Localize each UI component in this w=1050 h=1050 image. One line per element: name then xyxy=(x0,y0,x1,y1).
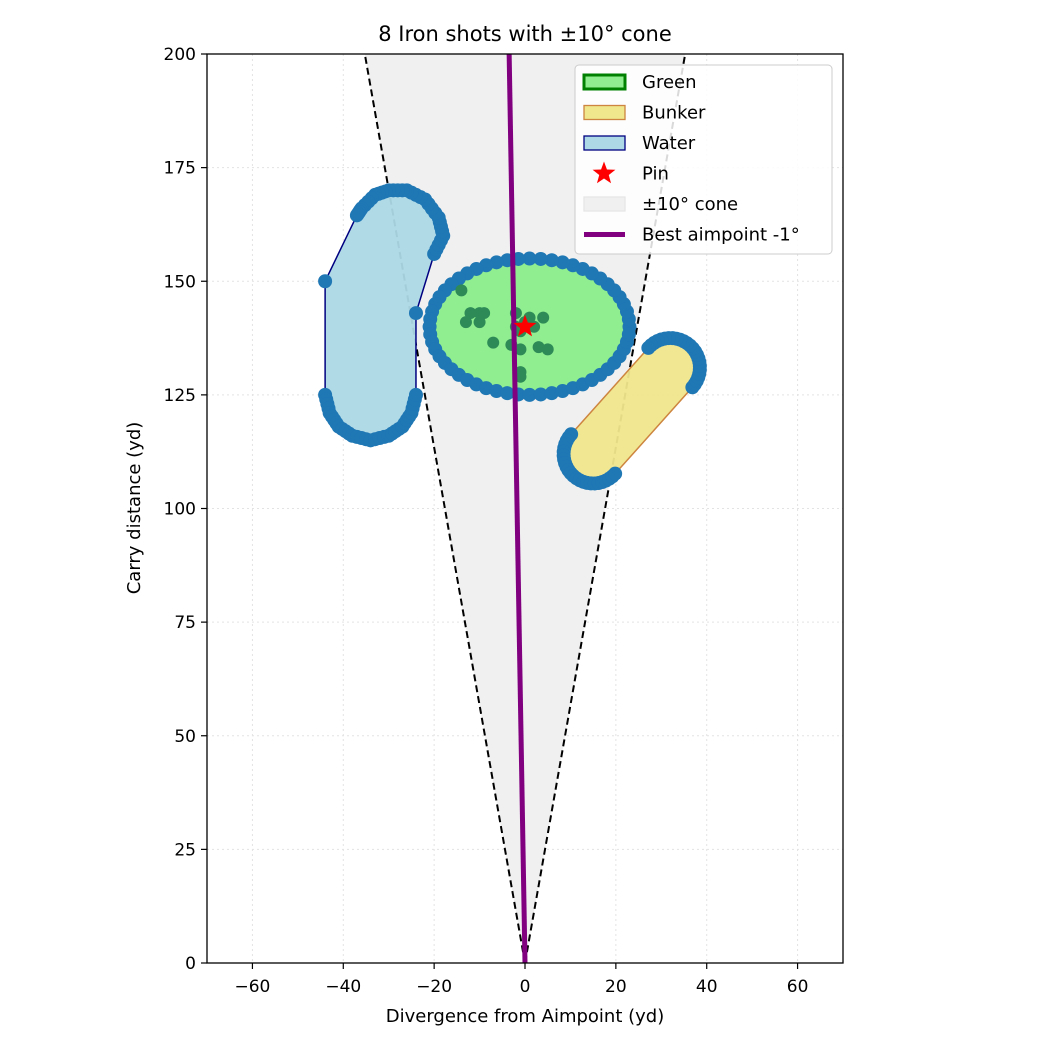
bunker-boundary-point xyxy=(641,340,656,355)
shot-point xyxy=(532,341,545,354)
legend-swatch xyxy=(583,135,626,151)
shot-point xyxy=(487,336,500,349)
water-boundary-point xyxy=(408,387,423,402)
legend-swatch xyxy=(583,104,626,121)
green-boundary-point xyxy=(522,251,537,266)
green-boundary-point xyxy=(533,387,548,402)
legend-label: ±10° cone xyxy=(642,194,738,215)
legend-label: Pin xyxy=(642,164,669,185)
green-boundary-point xyxy=(544,253,559,268)
pin-marker xyxy=(513,314,537,337)
x-tick-label: 20 xyxy=(605,977,627,997)
hazards xyxy=(324,189,701,485)
y-tick-label: 75 xyxy=(174,613,196,633)
x-tick-label: −40 xyxy=(325,977,361,997)
legend-label: Green xyxy=(642,72,697,93)
green-boundary-point xyxy=(500,386,515,401)
legend: Green Bunker Water Pin ±10° cone Best aimpoin… xyxy=(574,64,833,255)
x-axis-label: Divergence from Aimpoint (yd) xyxy=(386,1006,664,1027)
aim-lines xyxy=(506,54,537,963)
legend-box xyxy=(574,64,833,255)
shot-points xyxy=(455,284,554,383)
y-tick-label: 175 xyxy=(164,159,196,179)
y-axis-label: Carry distance (yd) xyxy=(124,422,145,595)
legend-label: Bunker xyxy=(642,103,706,124)
shot-point xyxy=(478,307,491,320)
green-boundary-point xyxy=(533,251,548,266)
shot-point xyxy=(459,316,472,329)
shot-point xyxy=(541,343,554,356)
x-tick-label: 0 xyxy=(520,977,531,997)
green-boundary-point xyxy=(489,384,504,399)
shot-point xyxy=(537,311,550,324)
shot-point xyxy=(464,307,477,320)
green-boundary-point xyxy=(555,255,570,270)
x-tick-label: −60 xyxy=(234,977,270,997)
water-boundary-point xyxy=(318,274,333,289)
green-boundary-point xyxy=(522,387,537,402)
axes: −60 −40 −20 0 20 40 60 0 25 50 75 100 125 150 175 200 xyxy=(164,45,809,997)
y-tick-label: 200 xyxy=(164,45,196,65)
legend-label: Best aimpoint -1° xyxy=(642,225,800,246)
x-tick-label: 60 xyxy=(787,977,809,997)
legend-swatch xyxy=(583,196,626,212)
y-tick-label: 25 xyxy=(174,840,196,860)
shot-point xyxy=(514,370,527,383)
x-tick-label: 40 xyxy=(696,977,718,997)
water-boundary-point xyxy=(349,208,364,223)
best-aimpoint-line xyxy=(506,54,528,963)
chart-title: 8 Iron shots with ±10° cone xyxy=(378,22,672,46)
x-tick-label: −20 xyxy=(416,977,452,997)
shot-point xyxy=(455,284,468,297)
legend-swatch xyxy=(582,73,627,91)
y-tick-label: 100 xyxy=(164,500,196,520)
legend-label: Water xyxy=(642,133,696,154)
shot-point xyxy=(514,343,527,356)
boundary-points xyxy=(318,183,707,491)
green-boundary-point xyxy=(544,386,559,401)
y-tick-label: 125 xyxy=(164,386,196,406)
y-tick-label: 0 xyxy=(185,954,196,974)
green-boundary-point xyxy=(621,327,636,342)
water-boundary-point xyxy=(408,306,423,321)
y-tick-label: 150 xyxy=(164,272,196,292)
legend-star xyxy=(592,161,616,184)
bunker-boundary-point xyxy=(608,466,623,481)
y-tick-label: 50 xyxy=(174,727,196,747)
shot-point xyxy=(473,316,486,329)
